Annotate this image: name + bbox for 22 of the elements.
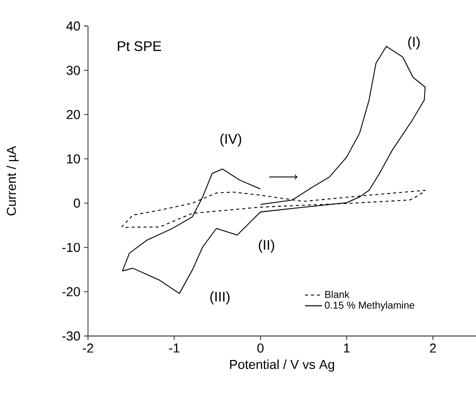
y-tick-label: 30 bbox=[66, 66, 80, 75]
legend-label: 0.15 % Methylamine bbox=[324, 301, 414, 311]
y-tick-label: 40 bbox=[66, 21, 80, 31]
x-tick-label: -1 bbox=[169, 344, 180, 352]
annotation: (IV) bbox=[220, 134, 242, 147]
y-tick-label: 10 bbox=[67, 154, 80, 164]
y-tick-label: -10 bbox=[62, 242, 80, 252]
annotation: (II) bbox=[258, 240, 274, 253]
x-tick-label: 0 bbox=[257, 344, 264, 353]
annotation: (I) bbox=[408, 36, 420, 50]
x-axis-title: Potential / V vs Ag bbox=[230, 360, 334, 372]
y-tick-label: -20 bbox=[62, 287, 80, 296]
x-tick-label: 1 bbox=[344, 344, 350, 352]
y-tick-label: -30 bbox=[62, 331, 80, 341]
legend-label: Blank bbox=[325, 290, 350, 298]
annotation: (III) bbox=[210, 291, 230, 304]
x-tick-label: 2 bbox=[430, 344, 436, 353]
y-axis-title: Current / µA bbox=[6, 146, 19, 216]
y-tick-label: 0 bbox=[74, 198, 80, 208]
y-tick-label: 20 bbox=[66, 110, 80, 120]
x-tick-label: -2 bbox=[82, 344, 94, 353]
annotation: Pt SPE bbox=[118, 41, 162, 52]
